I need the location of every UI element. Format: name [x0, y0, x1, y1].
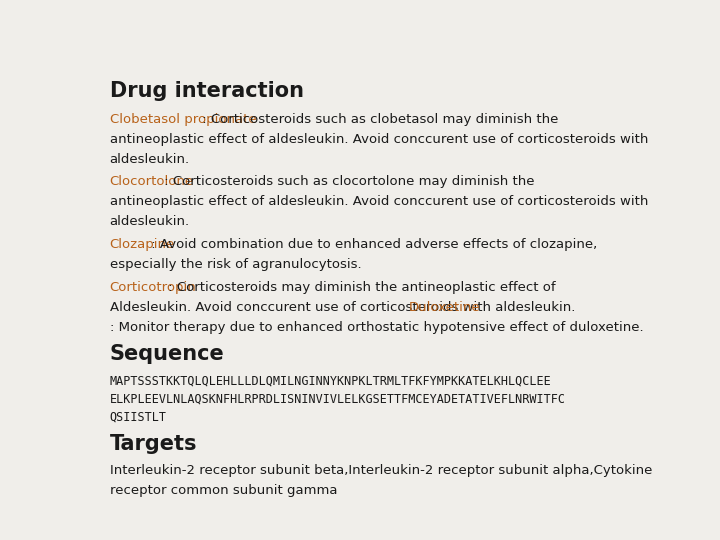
Text: Clobetasol propionate: Clobetasol propionate: [109, 113, 256, 126]
Text: : Corticosteroids such as clobetasol may diminish the: : Corticosteroids such as clobetasol may…: [198, 113, 559, 126]
Text: Targets: Targets: [109, 434, 197, 454]
Text: antineoplastic effect of aldesleukin. Avoid conccurent use of corticosteroids wi: antineoplastic effect of aldesleukin. Av…: [109, 133, 648, 146]
Text: aldesleukin.: aldesleukin.: [109, 152, 189, 166]
Text: MAPTSSSTKKTQLQLEHLLLDLQMILNGINNYKNPKLTRMLTFKFYMPKKATELKHLQCLEE: MAPTSSSTKKTQLQLEHLLLDLQMILNGINNYKNPKLTRM…: [109, 374, 552, 387]
Text: receptor common subunit gamma: receptor common subunit gamma: [109, 484, 337, 497]
Text: Clozapine: Clozapine: [109, 238, 175, 251]
Text: Aldesleukin. Avoid conccurent use of corticosteroids with aldesleukin.: Aldesleukin. Avoid conccurent use of cor…: [109, 301, 579, 314]
Text: antineoplastic effect of aldesleukin. Avoid conccurent use of corticosteroids wi: antineoplastic effect of aldesleukin. Av…: [109, 195, 648, 208]
Text: Sequence: Sequence: [109, 344, 225, 364]
Text: Clocortolone: Clocortolone: [109, 176, 194, 188]
Text: : Monitor therapy due to enhanced orthostatic hypotensive effect of duloxetine.: : Monitor therapy due to enhanced orthos…: [109, 321, 643, 334]
Text: Duloxetine: Duloxetine: [409, 301, 480, 314]
Text: Corticotropin: Corticotropin: [109, 281, 197, 294]
Text: : Corticosteroids such as clocortolone may diminish the: : Corticosteroids such as clocortolone m…: [160, 176, 534, 188]
Text: especially the risk of agranulocytosis.: especially the risk of agranulocytosis.: [109, 258, 361, 271]
Text: QSIISTLT: QSIISTLT: [109, 410, 166, 424]
Text: ELKPLEEVLNLAQSKNFHLRPRDLISNINVIVLELKGSETTFMCEYADETATIVEFLNRWITFC: ELKPLEEVLNLAQSKNFHLRPRDLISNINVIVLELKGSET…: [109, 393, 565, 406]
Text: Interleukin-2 receptor subunit beta,Interleukin-2 receptor subunit alpha,Cytokin: Interleukin-2 receptor subunit beta,Inte…: [109, 464, 652, 477]
Text: Drug interaction: Drug interaction: [109, 82, 304, 102]
Text: : Corticosteroids may diminish the antineoplastic effect of: : Corticosteroids may diminish the antin…: [164, 281, 556, 294]
Text: aldesleukin.: aldesleukin.: [109, 215, 189, 228]
Text: : Avoid combination due to enhanced adverse effects of clozapine,: : Avoid combination due to enhanced adve…: [148, 238, 598, 251]
